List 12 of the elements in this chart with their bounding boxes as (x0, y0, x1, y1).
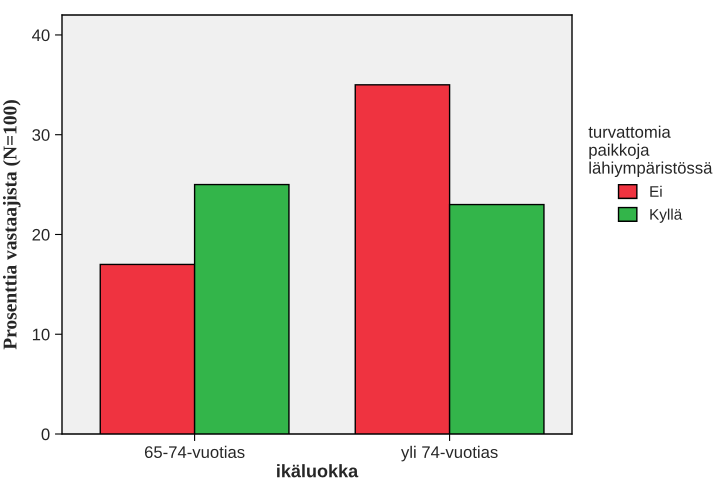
y-tick-label: 0 (42, 428, 50, 440)
x-tick-label: yli 74-vuotias (401, 446, 498, 462)
legend-label: Ei (650, 186, 662, 197)
x-axis-title: ikäluokka (277, 464, 358, 478)
y-tick-label: 10 (32, 328, 50, 340)
x-tick-label: 65-74-vuotias (144, 446, 244, 458)
y-tick-label: 40 (32, 29, 50, 42)
y-tick-label: 20 (32, 228, 50, 241)
legend-title: turvattomia paikkoja lähiympäristössä (588, 126, 712, 178)
y-axis-title: Prosenttia vastaajista (N=100) (2, 100, 21, 350)
legend-label: Kyllä (650, 208, 682, 223)
y-tick-label: 30 (32, 129, 50, 141)
